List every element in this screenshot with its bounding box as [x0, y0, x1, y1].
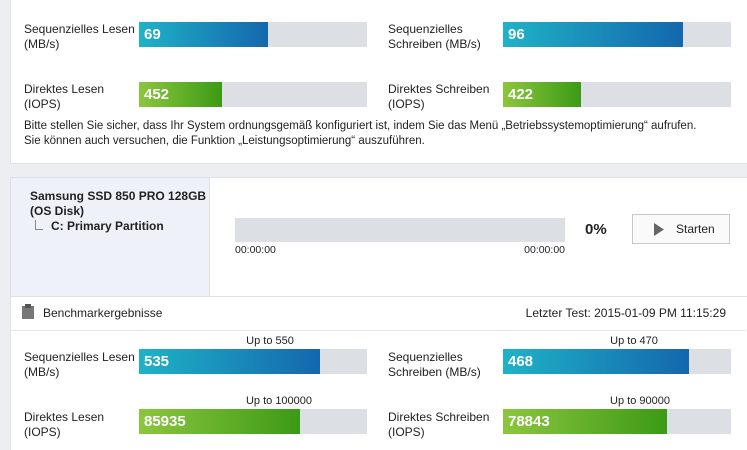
metric-label: Direktes Schreiben (IOPS) [388, 82, 490, 111]
progress-percent: 0% [585, 221, 607, 238]
bar-value: 78843 [503, 409, 667, 434]
bar-value: 69 [139, 22, 268, 47]
tree-icon [35, 220, 43, 230]
partition-name: C: Primary Partition [51, 219, 164, 233]
device-name: Samsung SSD 850 PRO 128GB [30, 189, 207, 203]
bar: 452 [139, 82, 367, 107]
bar-value: 422 [503, 82, 581, 107]
notice-text: Sie können auch versuchen, die Funktion … [24, 135, 425, 147]
divider [11, 330, 746, 331]
metric-label: Sequenzielles Schreiben (MB/s) [388, 22, 481, 51]
metric-label: Direktes Lesen (IOPS) [24, 82, 105, 111]
metric-label: Sequenzielles Lesen (MB/s) [24, 350, 135, 379]
button-label: Starten [676, 222, 715, 236]
time-elapsed: 00:00:00 [235, 244, 276, 256]
max-label: Up to 470 [610, 335, 658, 347]
max-label: Up to 100000 [245, 395, 313, 407]
last-test: Letzter Test: 2015-01-09 PM 11:15:29 [525, 306, 726, 320]
bar: 78843 [503, 409, 731, 434]
bar-value: 85935 [139, 409, 300, 434]
bar: 422 [503, 82, 731, 107]
bar-value: 452 [139, 82, 222, 107]
metric-label: Direktes Lesen (IOPS) [24, 410, 105, 439]
bar-value: 535 [139, 349, 320, 374]
bar: 69 [139, 22, 367, 47]
metric-label: Direktes Schreiben (IOPS) [388, 410, 490, 439]
start-button[interactable]: Starten [632, 214, 730, 244]
bar: 85935 [139, 409, 367, 434]
device-type: (OS Disk) [30, 204, 85, 218]
clipboard-icon [22, 304, 34, 319]
progress-bar [235, 218, 565, 242]
time-remaining: 00:00:00 [524, 244, 565, 256]
play-icon [654, 223, 664, 236]
notice-text: Bitte stellen Sie sicher, dass Ihr Syste… [24, 120, 697, 132]
metric-label: Sequenzielles Schreiben (MB/s) [388, 350, 481, 379]
max-label: Up to 550 [246, 335, 294, 347]
metric-label: Sequenzielles Lesen (MB/s) [24, 22, 135, 51]
bar: 468 [503, 349, 731, 374]
device-list[interactable] [11, 178, 210, 296]
max-label: Up to 90000 [610, 395, 670, 407]
bar: 96 [503, 22, 731, 47]
bar-value: 96 [503, 22, 683, 47]
bar-value: 468 [503, 349, 689, 374]
section-title: Benchmarkergebnisse [43, 306, 163, 320]
bar: 535 [139, 349, 367, 374]
